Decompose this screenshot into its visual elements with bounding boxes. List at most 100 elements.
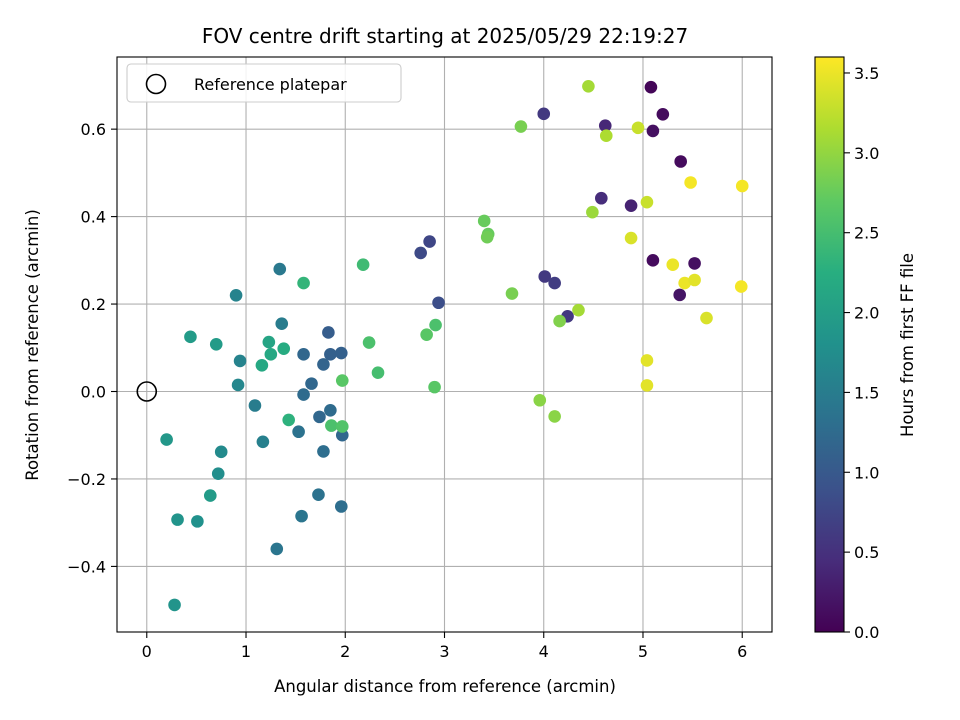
y-tick-label: 0.6	[81, 120, 106, 139]
data-point	[646, 124, 660, 138]
colorbar-ticks: 0.0 0.5 1.0 1.5 2.0 2.5 3.0 3.5	[844, 64, 879, 642]
data-point	[673, 288, 687, 302]
x-tick-label: 5	[638, 642, 648, 661]
data-point	[678, 276, 691, 290]
data-point	[282, 413, 295, 427]
data-point	[184, 330, 197, 344]
x-tick-label: 6	[737, 642, 747, 661]
legend: Reference platepar	[126, 63, 402, 103]
data-point	[203, 489, 217, 502]
data-point	[273, 262, 287, 276]
data-point	[334, 346, 348, 360]
data-point	[477, 214, 491, 228]
data-point	[312, 488, 325, 501]
data-point	[548, 410, 561, 423]
data-point	[264, 348, 278, 361]
data-point	[572, 303, 585, 317]
data-point	[191, 515, 204, 528]
colorbar-tick-label: 0.5	[854, 543, 879, 562]
data-point	[362, 336, 376, 349]
data-point	[209, 337, 223, 351]
x-tick-label: 1	[241, 642, 251, 661]
data-point	[334, 500, 348, 513]
y-tick-label: 0.4	[81, 208, 106, 227]
data-point	[582, 79, 595, 93]
y-tick-label: 0.2	[81, 295, 106, 314]
colorbar-label: Hours from first FF file	[898, 253, 917, 437]
data-point	[640, 354, 654, 367]
data-point	[292, 425, 305, 439]
data-point	[335, 374, 349, 387]
y-tick-label: 0.0	[81, 383, 106, 402]
data-point	[646, 254, 660, 267]
data-point	[295, 509, 308, 523]
data-point	[305, 377, 318, 390]
data-point	[586, 205, 599, 219]
data-point	[514, 120, 528, 133]
data-point	[429, 318, 442, 332]
data-point	[644, 80, 658, 94]
reference-platepar-marker	[136, 381, 158, 402]
legend-label: Reference platepar	[194, 75, 347, 94]
colorbar-tick-label: 1.5	[854, 383, 879, 402]
colorbar-tick-label: 3.0	[854, 144, 879, 163]
x-axis-title: Angular distance from reference (arcmin)	[274, 677, 616, 696]
data-point	[505, 287, 519, 300]
data-point	[734, 280, 748, 293]
data-point	[229, 289, 243, 302]
data-point	[256, 435, 270, 449]
data-point	[211, 467, 225, 481]
data-point	[275, 317, 289, 331]
y-axis-title: Rotation from reference (arcmin)	[23, 209, 42, 481]
data-point	[277, 342, 291, 355]
colorbar-tick-label: 1.0	[854, 463, 879, 482]
x-tick-label: 4	[539, 642, 549, 661]
data-point	[688, 273, 701, 287]
colorbar-frame	[814, 56, 845, 633]
data-point	[168, 598, 181, 612]
data-point	[297, 348, 310, 361]
x-tick-label: 0	[142, 642, 152, 661]
data-point	[423, 235, 436, 248]
data-point	[270, 542, 284, 556]
grid	[117, 57, 772, 632]
data-point	[684, 176, 697, 189]
y-tick-label: −0.2	[67, 470, 106, 489]
data-point	[335, 428, 349, 442]
data-point	[335, 420, 349, 433]
data-point	[700, 311, 713, 325]
colorbar: 0.0 0.5 1.0 1.5 2.0 2.5 3.0 3.5 Hours from firs…	[814, 56, 917, 642]
y-tick-label: −0.4	[67, 557, 106, 576]
data-point	[171, 513, 184, 526]
data-point	[553, 314, 566, 328]
x-axis: 0 1 2 3 4 5 6	[142, 632, 747, 661]
y-axis: −0.4 −0.2 0.0 0.2 0.4 0.6	[67, 120, 117, 576]
data-point	[371, 366, 385, 380]
colorbar-tick-label: 2.5	[854, 224, 879, 243]
data-point	[248, 399, 262, 412]
data-point	[231, 378, 245, 392]
data-point	[414, 246, 427, 260]
legend-box	[126, 63, 402, 103]
data-point	[214, 445, 228, 459]
data-point	[624, 199, 638, 212]
data-point	[325, 419, 338, 432]
data-point	[631, 121, 645, 135]
data-point	[432, 296, 445, 310]
chart-title: FOV centre drift starting at 2025/05/29 …	[202, 24, 688, 48]
data-point	[356, 258, 370, 271]
data-point	[317, 358, 330, 371]
data-point	[420, 328, 433, 341]
data-point	[640, 195, 654, 209]
data-point	[533, 393, 547, 407]
data-point	[537, 107, 551, 121]
data-point	[666, 258, 680, 271]
data-point	[317, 445, 330, 458]
data-point	[595, 191, 608, 205]
data-point	[255, 358, 269, 372]
data-point	[233, 354, 247, 368]
data-point	[599, 129, 613, 143]
data-point	[297, 276, 310, 290]
data-point	[322, 326, 335, 339]
